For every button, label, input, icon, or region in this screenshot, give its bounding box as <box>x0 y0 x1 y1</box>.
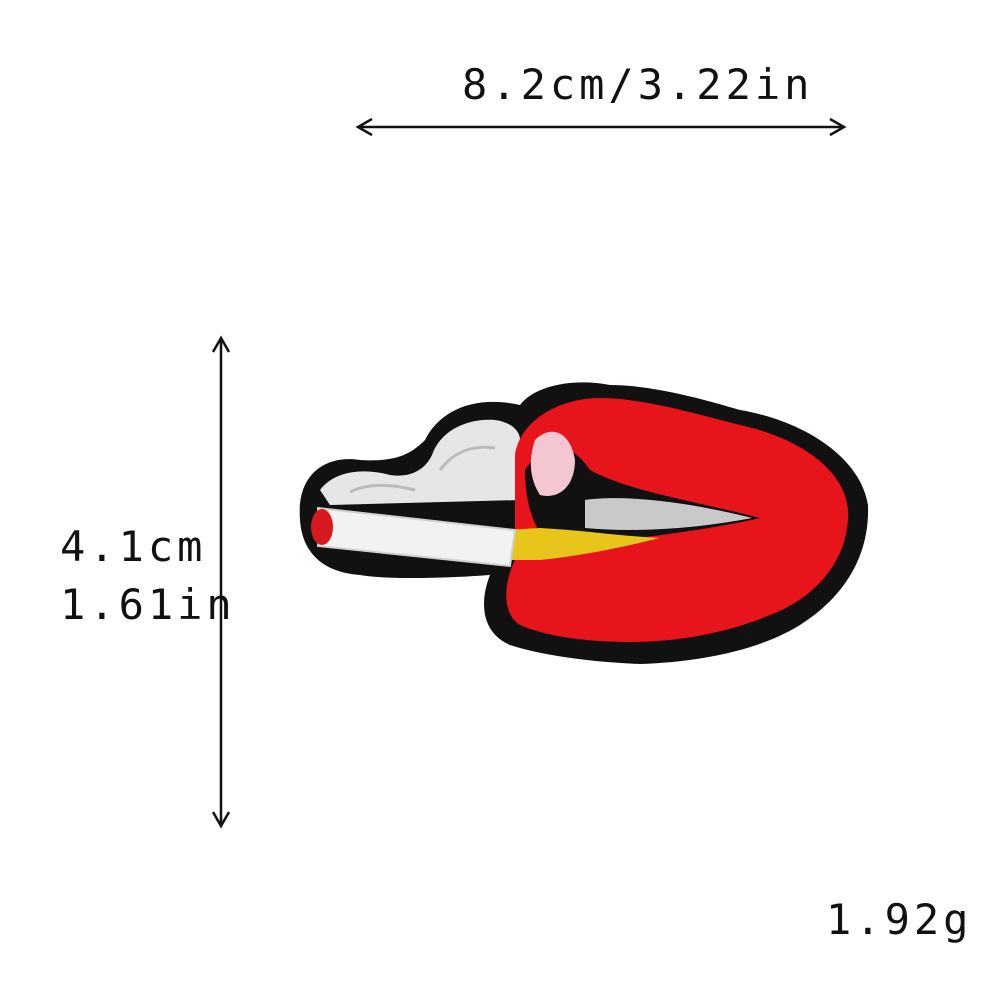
weight-label: 1.92g <box>826 895 973 944</box>
height-in-label: 1.61in <box>60 580 236 629</box>
lips-with-cigarette-patch-icon <box>299 382 869 664</box>
height-cm-label: 4.1cm <box>60 522 207 571</box>
height-arrow <box>211 335 231 829</box>
smoke <box>320 419 520 505</box>
teeth <box>585 498 752 530</box>
width-arrow <box>355 117 847 137</box>
tongue <box>530 431 575 496</box>
cigarette-ember <box>311 509 333 545</box>
width-dimension-label: 8.2cm/3.22in <box>462 60 814 109</box>
cigarette-filter <box>505 528 660 560</box>
